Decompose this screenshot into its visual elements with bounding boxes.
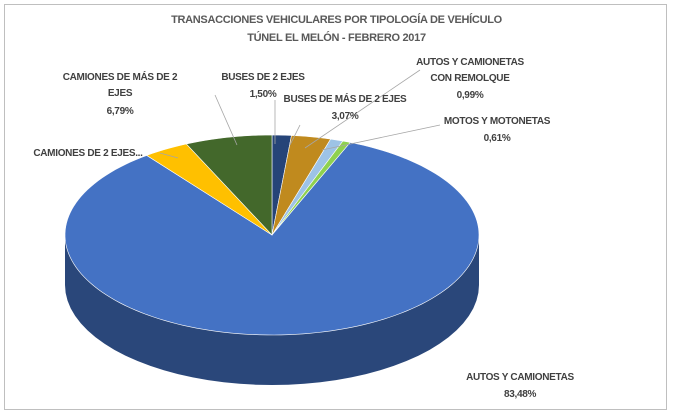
- leader-line: [321, 124, 441, 151]
- category-label: CAMIONES DE 2 EJES...: [33, 148, 143, 159]
- slice: [185, 134, 273, 236]
- category-label: MOTOS Y MOTONETAS: [443, 116, 551, 127]
- chart-frame: [4, 4, 667, 410]
- leader-line: [289, 124, 301, 146]
- slice: [271, 135, 332, 236]
- chart-title: TRANSACCIONES VEHICULARES POR TIPOLOGÍA …: [171, 14, 502, 26]
- value-label: 83,48%: [503, 389, 537, 400]
- value-label: 6,79%: [106, 106, 134, 117]
- leader-line: [214, 94, 238, 146]
- slice-side: [65, 235, 479, 385]
- value-label: 1,50%: [249, 89, 277, 100]
- leader-line: [159, 152, 179, 159]
- category-label: BUSES DE MÁS DE 2 EJES: [283, 94, 407, 105]
- leader-line: [304, 69, 421, 149]
- category-label: AUTOS Y CAMIONETAS CON REMOLQUE: [416, 57, 524, 84]
- slice: [64, 142, 480, 336]
- category-label: AUTOS Y CAMIONETAS: [466, 372, 574, 383]
- category-label: BUSES DE 2 EJES: [221, 72, 305, 83]
- value-label: 0,61%: [483, 133, 511, 144]
- value-label: 3,07%: [331, 111, 359, 122]
- slice: [145, 143, 273, 236]
- category-label: CAMIONES DE MÁS DE 2 EJES: [62, 72, 178, 99]
- chart-subtitle: TÚNEL EL MELÓN - FEBRERO 2017: [247, 32, 426, 44]
- value-label: 0,99%: [456, 90, 484, 101]
